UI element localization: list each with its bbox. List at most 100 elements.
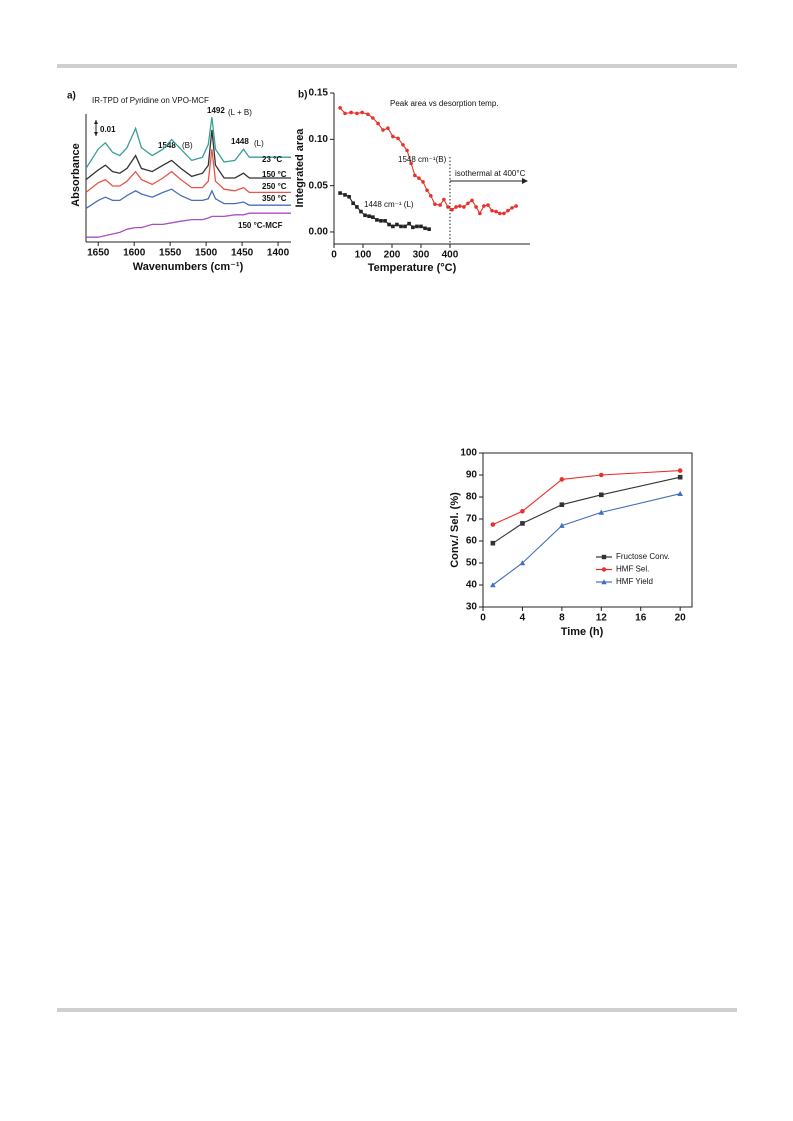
y-tick-label: 50	[466, 558, 478, 569]
marker	[375, 218, 379, 222]
y-tick-label: 40	[466, 580, 478, 591]
series-label: 1548 cm⁻¹(B)	[398, 155, 447, 164]
marker	[510, 206, 514, 210]
annotation: (L + B)	[228, 108, 252, 117]
panel-label: b)	[298, 90, 307, 101]
marker	[494, 209, 498, 214]
series-label: 250 °C	[262, 182, 287, 191]
marker	[677, 474, 683, 480]
legend-marker	[601, 567, 607, 572]
x-tick-label: 0	[331, 250, 337, 261]
marker	[486, 203, 490, 207]
annotation: isothermal at 400°C	[455, 169, 526, 178]
marker	[446, 205, 450, 209]
series-label: 350 °C	[262, 194, 287, 203]
x-tick-label: 0	[480, 613, 486, 624]
marker	[559, 477, 565, 482]
marker	[349, 110, 353, 115]
marker	[383, 219, 387, 223]
marker	[359, 209, 363, 214]
marker	[381, 128, 385, 132]
marker	[466, 201, 470, 206]
marker	[677, 468, 683, 473]
marker	[391, 224, 395, 229]
marker	[363, 213, 367, 218]
x-tick-label: 1500	[195, 248, 218, 259]
y-tick-label: 90	[466, 470, 478, 481]
legend-marker	[601, 579, 607, 585]
marker	[490, 208, 494, 213]
series-line	[86, 212, 291, 238]
plot-frame	[482, 452, 693, 608]
legend-label: HMF Sel.	[616, 565, 649, 574]
marker	[351, 201, 355, 206]
x-axis-label: Temperature (°C)	[368, 262, 457, 274]
chart-title: Peak area vs desorption temp.	[390, 99, 499, 108]
marker	[401, 143, 405, 147]
y-tick-label: 80	[466, 492, 478, 503]
marker	[343, 111, 347, 116]
marker	[438, 203, 442, 207]
x-tick-label: 1550	[159, 248, 182, 259]
marker	[415, 224, 419, 229]
marker	[520, 521, 525, 526]
marker	[519, 560, 526, 566]
series-label: 150 °C-MCF	[238, 221, 283, 230]
x-tick-label: 400	[442, 250, 459, 261]
y-axis-label: Absorbance	[70, 143, 82, 207]
x-tick-label: 20	[675, 613, 687, 624]
marker	[423, 226, 427, 231]
y-axis-label: Conv./ Sel. (%)	[449, 492, 461, 568]
marker	[403, 224, 407, 229]
marker	[405, 148, 409, 153]
marker	[425, 188, 429, 193]
marker	[677, 490, 683, 496]
x-axis-label: Wavenumbers (cm⁻¹)	[133, 261, 244, 273]
marker	[409, 161, 413, 166]
marker	[399, 224, 403, 229]
marker	[419, 224, 423, 229]
series-label: 1448 cm⁻¹ (L)	[364, 200, 414, 209]
marker	[338, 106, 342, 110]
marker	[376, 121, 380, 126]
marker	[367, 214, 371, 219]
series-label: 23 °C	[262, 155, 282, 164]
marker	[454, 205, 458, 209]
y-tick-label: 0.10	[309, 134, 329, 145]
marker	[379, 219, 383, 223]
marker	[490, 540, 496, 546]
series-line	[492, 493, 681, 586]
series-line	[85, 129, 291, 181]
marker	[506, 208, 510, 213]
marker	[599, 492, 604, 498]
marker	[458, 204, 462, 208]
marker	[482, 204, 486, 208]
marker	[417, 176, 421, 181]
marker	[490, 522, 496, 527]
y-tick-label: 100	[460, 448, 477, 459]
marker	[413, 173, 417, 178]
marker	[387, 222, 391, 227]
marker	[391, 134, 395, 139]
y-tick-label: 70	[466, 514, 478, 525]
marker	[429, 194, 433, 198]
y-axis-label: Integrated area	[294, 128, 306, 208]
marker	[360, 110, 364, 115]
marker	[371, 215, 375, 219]
legend-label: HMF Yield	[616, 577, 653, 586]
marker	[442, 197, 446, 202]
marker	[395, 222, 399, 227]
series-label: 150 °C	[262, 170, 287, 179]
marker	[599, 472, 604, 478]
marker	[355, 205, 359, 209]
marker	[407, 221, 411, 226]
annotation: 1448	[231, 137, 249, 146]
x-tick-label: 1600	[123, 248, 146, 259]
marker	[559, 502, 565, 507]
marker	[371, 116, 375, 120]
x-tick-label: 1450	[231, 248, 254, 259]
series-line	[85, 188, 291, 209]
x-tick-label: 12	[596, 613, 608, 624]
